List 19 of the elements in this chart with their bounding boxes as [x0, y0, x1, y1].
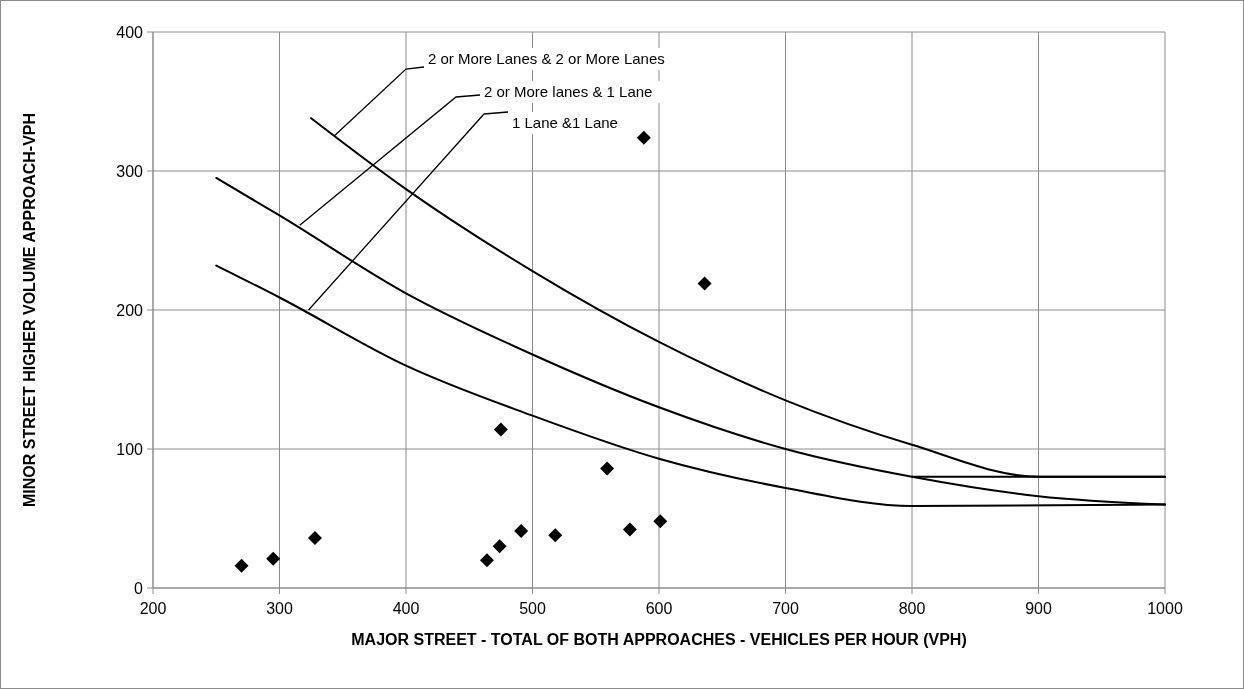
x-tick-label: 200 [139, 600, 167, 617]
x-tick-label: 300 [266, 600, 293, 617]
annotation: 1 Lane &1 Lane [512, 113, 618, 131]
x-tick-label: 900 [1025, 600, 1052, 617]
x-axis-title: MAJOR STREET - TOTAL OF BOTH APPROACHES - VEHICLES PER HOUR (VPH) [351, 631, 967, 648]
annotation: 2 or More lanes & 1 Lane [484, 82, 653, 100]
y-axis-title: MINOR STREET HIGHER VOLUME APPROACH-VPH [21, 112, 38, 508]
x-tick-label: 400 [392, 600, 420, 617]
y-tick-label: 400 [116, 23, 144, 41]
x-tick-label: 500 [519, 600, 546, 617]
y-tick-label: 0 [134, 579, 144, 597]
x-tick-label: 700 [772, 600, 799, 617]
x-tick-label: 800 [898, 600, 926, 617]
y-tick-label: 300 [116, 162, 144, 180]
y-tick-label: 200 [116, 301, 144, 319]
x-tick-label: 600 [645, 600, 673, 617]
y-tick-label: 100 [116, 440, 144, 458]
annotation: 2 or More Lanes & 2 or More Lanes [428, 49, 665, 67]
x-tick-label: 1000 [1147, 600, 1183, 617]
